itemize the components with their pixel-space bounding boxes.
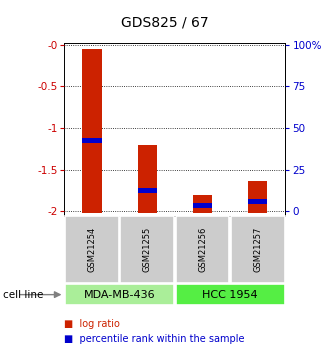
Text: GSM21256: GSM21256 [198, 227, 207, 272]
Bar [120, 216, 174, 283]
Bar [138, 188, 157, 193]
Bar [193, 195, 212, 213]
Text: GSM21254: GSM21254 [87, 227, 96, 272]
Text: ■  log ratio: ■ log ratio [64, 319, 120, 328]
Bar [65, 284, 174, 305]
Text: GSM21257: GSM21257 [253, 227, 262, 272]
Bar [82, 138, 102, 143]
Bar [82, 49, 102, 213]
Bar [231, 216, 284, 283]
Bar [248, 199, 268, 204]
Bar [176, 284, 284, 305]
Bar [193, 203, 212, 208]
Text: HCC 1954: HCC 1954 [202, 290, 258, 299]
Bar [248, 181, 268, 213]
Text: GSM21255: GSM21255 [143, 227, 152, 272]
Bar [65, 216, 119, 283]
Text: GDS825 / 67: GDS825 / 67 [121, 16, 209, 30]
Bar [138, 145, 157, 213]
Text: MDA-MB-436: MDA-MB-436 [84, 290, 155, 299]
Bar [176, 216, 229, 283]
Text: ■  percentile rank within the sample: ■ percentile rank within the sample [64, 334, 245, 344]
Text: cell line: cell line [3, 290, 44, 299]
